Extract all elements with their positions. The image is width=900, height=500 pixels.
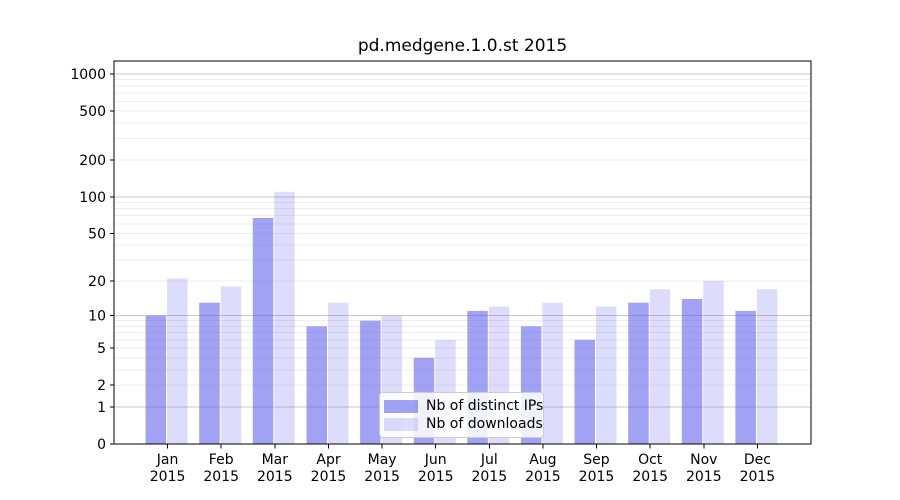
y-tick-label: 50: [88, 226, 106, 242]
x-tick-label-month: May: [368, 452, 397, 468]
x-tick-label-year: 2015: [471, 469, 507, 485]
x-tick-label-year: 2015: [418, 469, 454, 485]
legend-item-downloads: Nb of downloads: [384, 415, 543, 433]
x-tick-label-year: 2015: [203, 469, 239, 485]
bar-sep-downloads: [596, 306, 617, 444]
bar-feb-downloads: [220, 286, 242, 444]
x-tick-label-year: 2015: [632, 469, 668, 485]
x-tick-label-month: Sep: [583, 452, 610, 468]
x-tick-label-month: Jul: [480, 452, 498, 468]
x-tick-label-month: Dec: [744, 452, 771, 468]
x-tick-label-month: Nov: [690, 452, 717, 468]
legend-swatch-distinct-ips: [384, 399, 418, 413]
bar-nov-downloads: [703, 280, 724, 444]
y-tick-label: 5: [97, 341, 106, 357]
bar-nov-distinct-ips: [681, 299, 703, 444]
bar-sep-distinct-ips: [574, 339, 595, 444]
x-tick-label-year: 2015: [579, 469, 615, 485]
bar-feb-distinct-ips: [199, 302, 220, 444]
bar-oct-downloads: [649, 289, 671, 444]
x-tick-label-year: 2015: [257, 469, 293, 485]
x-tick-label-year: 2015: [525, 469, 561, 485]
y-tick-label: 100: [79, 190, 106, 206]
x-tick-label-month: Oct: [638, 452, 663, 468]
bar-mar-distinct-ips: [252, 218, 274, 444]
x-tick-label-year: 2015: [686, 469, 722, 485]
legend-label-distinct-ips: Nb of distinct IPs: [426, 398, 544, 414]
y-tick-label: 2: [97, 378, 106, 394]
x-tick-label-month: Jan: [156, 452, 179, 468]
x-tick-label-month: Feb: [209, 452, 234, 468]
y-tick-label: 500: [79, 104, 106, 120]
legend-swatch-downloads: [384, 417, 418, 431]
x-tick-label-month: Mar: [262, 452, 289, 468]
bar-may-distinct-ips: [360, 320, 381, 444]
bar-oct-distinct-ips: [628, 302, 649, 444]
x-tick-label-year: 2015: [740, 469, 776, 485]
y-tick-label: 0: [97, 437, 106, 453]
y-tick-label: 200: [79, 153, 106, 169]
x-tick-label-year: 2015: [311, 469, 347, 485]
legend-label-downloads: Nb of downloads: [426, 416, 543, 432]
chart-legend: Nb of distinct IPs Nb of downloads: [379, 392, 544, 438]
bar-apr-distinct-ips: [306, 326, 327, 444]
x-tick-label-month: Apr: [316, 452, 340, 468]
bar-dec-distinct-ips: [735, 310, 756, 444]
x-tick-label-month: Aug: [529, 452, 556, 468]
x-tick-label-year: 2015: [364, 469, 400, 485]
y-tick-label: 20: [88, 274, 106, 290]
y-tick-label: 1: [97, 400, 106, 416]
bar-apr-downloads: [328, 302, 349, 444]
y-tick-label: 10: [88, 309, 106, 325]
x-tick-label-year: 2015: [150, 469, 186, 485]
bar-dec-downloads: [756, 289, 778, 444]
plot-border: [113, 60, 812, 445]
bar-mar-downloads: [274, 191, 295, 444]
x-tick-label-month: Jun: [424, 452, 447, 468]
chart-title: pd.medgene.1.0.st 2015: [357, 36, 568, 56]
bar-jan-distinct-ips: [145, 315, 167, 444]
bar-jan-downloads: [167, 278, 188, 444]
y-tick-label: 1000: [70, 67, 106, 83]
legend-item-distinct-ips: Nb of distinct IPs: [384, 397, 543, 415]
bar-aug-downloads: [542, 302, 563, 444]
